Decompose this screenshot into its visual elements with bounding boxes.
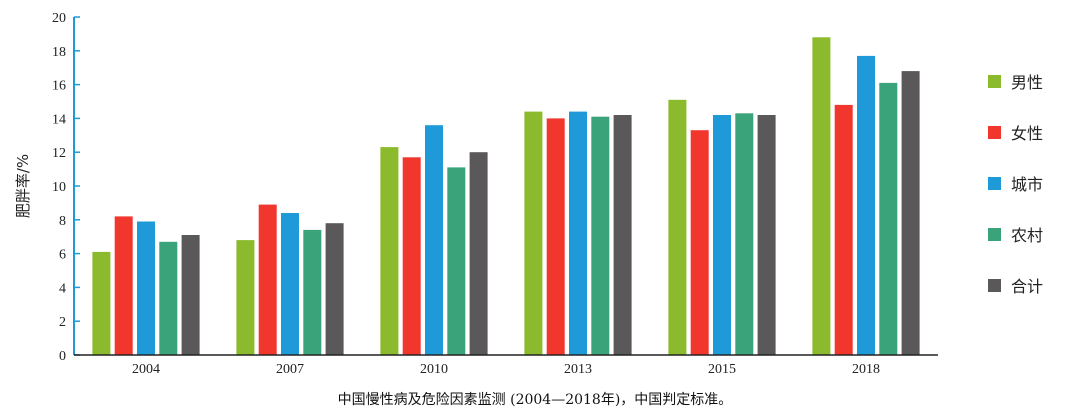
bar-1-2018: [812, 37, 831, 356]
bar-2-2013: [546, 118, 565, 356]
y-tick-label: 6: [59, 248, 66, 263]
x-axis: 2004 2007 2010 2013 2015 2018: [74, 354, 938, 377]
legend-swatch: [988, 126, 1001, 139]
bar-3-2007: [281, 213, 299, 355]
x-tick-label: 2013: [564, 362, 592, 377]
legend-label: 女性: [1011, 124, 1043, 143]
y-tick-label: 2: [59, 315, 66, 330]
bar-1-2010: [380, 147, 399, 355]
bar-4-2018: [879, 82, 898, 356]
bar-1-2015: [668, 99, 687, 355]
legend-label: 城市: [1011, 175, 1043, 194]
legend-swatch: [988, 75, 1001, 88]
y-tick-label: 20: [52, 11, 66, 26]
bar-4-2010: [447, 167, 466, 355]
y-tick-label: 8: [59, 214, 66, 229]
bar-3-2015: [713, 115, 731, 355]
bar-5-2018: [901, 71, 920, 355]
x-ticks: 2004 2007 2010 2013 2015 2018: [132, 362, 880, 377]
y-tick-label: 14: [52, 112, 66, 127]
bar-5-2007: [325, 223, 344, 355]
bar-4-2007: [303, 229, 322, 355]
bar-5-2013: [613, 115, 632, 355]
bar-2-2015: [690, 130, 709, 355]
legend-swatch: [988, 228, 1001, 241]
bar-2-2007: [258, 204, 277, 355]
bar-4-2013: [591, 116, 610, 355]
bar-3-2004: [137, 221, 155, 355]
bars: [92, 37, 920, 356]
bar-2-2018: [834, 104, 853, 356]
y-tick-label: 12: [52, 146, 66, 161]
legend-swatch: [988, 279, 1001, 292]
bar-1-2007: [236, 240, 255, 355]
bar-1-2004: [92, 251, 111, 355]
x-tick-label: 2015: [708, 362, 736, 377]
bar-3-2013: [569, 111, 587, 355]
bar-3-2010: [425, 125, 443, 355]
y-tick-label: 18: [52, 45, 66, 60]
x-tick-label: 2018: [852, 362, 880, 377]
legend-swatch: [988, 177, 1001, 190]
bar-4-2015: [735, 113, 754, 355]
y-tick-label: 10: [52, 180, 66, 195]
x-tick-label: 2007: [276, 362, 304, 377]
bar-4-2004: [159, 241, 178, 355]
bar-5-2015: [757, 115, 776, 355]
y-axis-label: 肥胖率/%: [14, 154, 32, 218]
bar-2-2004: [114, 216, 133, 355]
bar-5-2004: [181, 235, 200, 355]
y-tick-label: 0: [59, 349, 66, 364]
y-ticks: 0 2 4 6 8 10 12 14 16 18 20: [52, 11, 80, 364]
legend-label: 合计: [1011, 277, 1043, 296]
bar-3-2018: [857, 55, 875, 356]
bar-1-2013: [524, 111, 543, 355]
bar-5-2010: [469, 152, 488, 355]
y-tick-label: 16: [52, 79, 66, 94]
legend-label: 男性: [1011, 73, 1043, 92]
x-tick-label: 2010: [420, 362, 448, 377]
legend-label: 农村: [1011, 226, 1043, 245]
x-tick-label: 2004: [132, 362, 160, 377]
y-axis: 0 2 4 6 8 10 12 14 16 18 20: [52, 11, 80, 364]
bar-2-2010: [402, 157, 421, 355]
y-tick-label: 4: [59, 281, 66, 296]
chart-caption: 中国慢性病及危险因素监测 (2004—2018年)，中国判定标准。: [338, 391, 733, 408]
